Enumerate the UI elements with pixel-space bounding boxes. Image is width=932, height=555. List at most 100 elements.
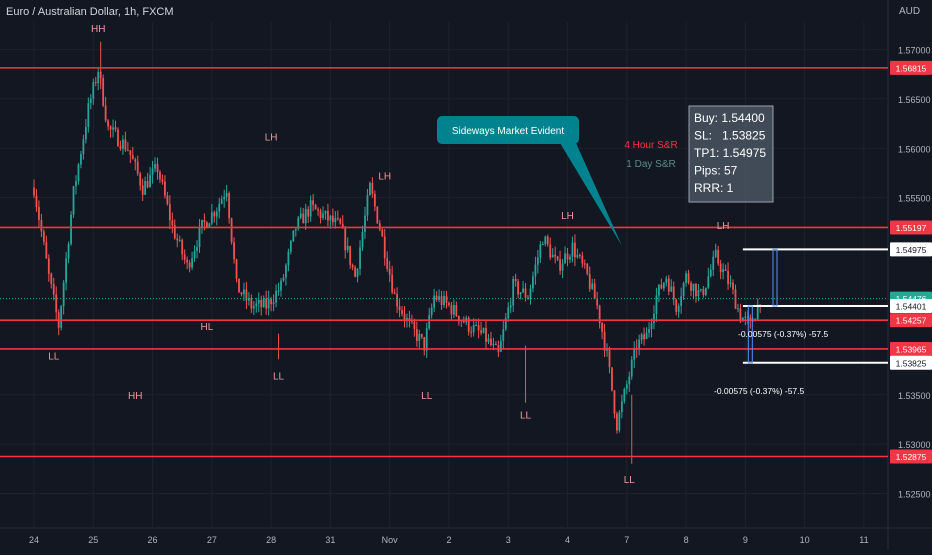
candle-body	[255, 303, 258, 307]
candle-body	[435, 295, 438, 300]
candle-body	[591, 283, 594, 289]
candle-body	[737, 308, 739, 310]
candle-body	[415, 329, 418, 341]
candle-body	[690, 282, 692, 291]
candle-body	[233, 242, 235, 260]
candle-body	[272, 302, 275, 305]
candle-body	[312, 200, 315, 205]
candle-body	[289, 240, 292, 252]
candle-body	[193, 251, 196, 259]
candle-body	[724, 269, 727, 271]
candle-body	[257, 300, 260, 304]
candle-body	[84, 126, 87, 140]
candle-body	[240, 292, 243, 295]
candle-body	[662, 282, 665, 289]
pivot-label-lh: LH	[561, 211, 574, 222]
candle-body	[198, 227, 201, 248]
candle-body	[588, 273, 591, 289]
candle-body	[213, 212, 216, 217]
candle-body	[729, 282, 732, 284]
y-tick-label: 1.57000	[898, 46, 931, 56]
candle-body	[186, 259, 189, 263]
candle-body	[603, 331, 606, 351]
candle-body	[314, 204, 317, 210]
candle-body	[687, 273, 690, 283]
trade-info-line: RRR: 1	[694, 181, 734, 195]
candle-body	[472, 325, 475, 333]
candle-body	[373, 193, 376, 207]
candle-body	[188, 262, 191, 268]
candle-body	[601, 322, 603, 332]
candle-body	[280, 280, 282, 291]
candle-body	[499, 340, 502, 352]
candle-body	[756, 304, 759, 320]
candle-body	[675, 299, 678, 312]
candle-body	[80, 154, 82, 165]
candle-body	[60, 306, 63, 328]
x-tick-label: 7	[624, 535, 629, 545]
candle-body	[131, 154, 134, 160]
candle-body	[349, 245, 352, 265]
candle-body	[524, 288, 527, 298]
x-tick-label: 26	[148, 535, 158, 545]
candle-body	[462, 320, 465, 323]
price-badge	[890, 449, 932, 464]
candle-body	[569, 256, 571, 260]
candle-body	[260, 300, 263, 308]
candle-body	[206, 222, 208, 228]
candle-body	[201, 219, 203, 228]
y-tick-label: 1.52500	[898, 489, 931, 499]
candle-body	[178, 239, 181, 241]
candle-body	[166, 195, 169, 204]
candle-body	[334, 218, 337, 223]
candle-body	[507, 307, 510, 319]
candle-body	[371, 182, 374, 194]
candle-body	[156, 164, 159, 172]
candle-body	[628, 376, 631, 385]
candle-body	[97, 72, 100, 84]
candle-body	[40, 219, 43, 232]
candle-body	[52, 283, 55, 295]
candle-body	[430, 307, 433, 316]
candle-body	[94, 82, 97, 84]
candle-body	[487, 338, 490, 342]
candle-body	[215, 211, 218, 217]
trade-info-box	[688, 105, 774, 203]
candle-body	[719, 263, 722, 273]
candle-body	[171, 220, 174, 226]
candle-body	[480, 330, 482, 333]
candle-body	[620, 401, 623, 413]
candle-body	[677, 305, 680, 312]
candle-body	[398, 306, 401, 311]
candle-body	[129, 150, 132, 155]
candle-body	[297, 217, 300, 229]
y-tick-label: 1.56500	[898, 95, 931, 105]
candle-body	[593, 283, 596, 300]
candle-body	[294, 228, 297, 231]
x-tick-label: 24	[29, 535, 39, 545]
x-tick-label: 31	[325, 535, 335, 545]
callout-box	[437, 116, 579, 144]
candle-body	[455, 305, 458, 316]
candle-body	[517, 281, 520, 295]
candle-body	[262, 298, 265, 308]
pivot-label-lh: LH	[265, 132, 278, 143]
x-tick-label: 11	[859, 535, 868, 545]
candle-body	[633, 347, 636, 360]
candle-body	[376, 206, 379, 224]
candle-body	[50, 273, 53, 284]
candle-body	[556, 256, 559, 260]
pivot-label-hh: HH	[91, 24, 105, 35]
candle-body	[586, 263, 589, 274]
candle-body	[655, 295, 658, 314]
x-tick-label: 10	[800, 535, 810, 545]
pivot-label-lh: LH	[717, 221, 730, 232]
candle-body	[485, 327, 487, 342]
price-badge	[890, 341, 932, 356]
pivot-label-ll: LL	[520, 411, 532, 422]
candle-body	[551, 254, 554, 258]
candle-body	[89, 98, 92, 104]
